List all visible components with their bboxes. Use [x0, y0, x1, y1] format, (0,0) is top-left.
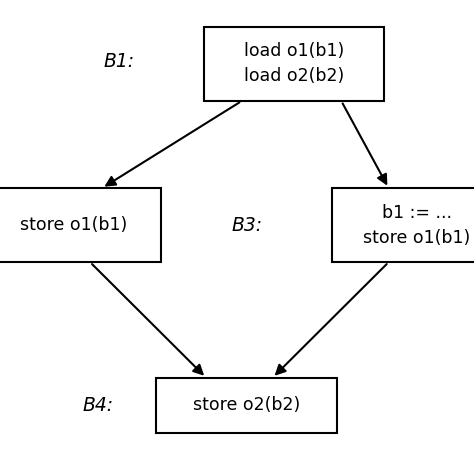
Text: store o2(b2): store o2(b2) — [193, 396, 300, 414]
Text: load o1(b1)
load o2(b2): load o1(b1) load o2(b2) — [244, 43, 344, 85]
FancyBboxPatch shape — [204, 27, 384, 101]
Text: B1:: B1: — [104, 52, 135, 71]
Text: b1 := ...
store o1(b1): b1 := ... store o1(b1) — [364, 204, 471, 246]
FancyBboxPatch shape — [332, 188, 474, 262]
Text: B3:: B3: — [232, 216, 263, 235]
FancyBboxPatch shape — [0, 188, 161, 262]
FancyBboxPatch shape — [156, 378, 337, 432]
Text: store o1(b1): store o1(b1) — [20, 216, 127, 234]
Text: B4:: B4: — [82, 396, 114, 415]
